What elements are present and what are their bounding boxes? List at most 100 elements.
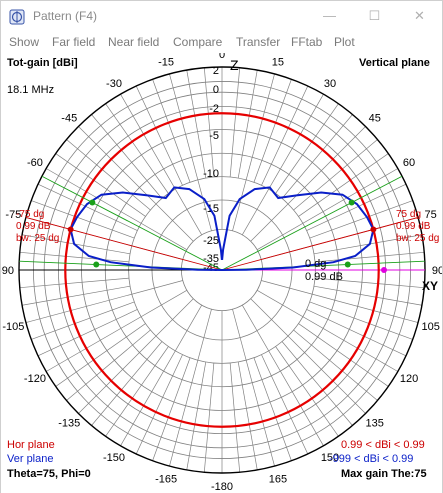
menu-compare[interactable]: Compare: [173, 35, 223, 49]
grid-spoke: [135, 354, 183, 455]
hor-range: 0.99 < dBi < 0.99: [341, 439, 425, 451]
frequency-label: 18.1 MHz: [7, 84, 55, 96]
angle-label: 15: [272, 56, 284, 68]
grid-spoke: [241, 94, 324, 236]
angle-label: -120: [24, 373, 46, 385]
angle-label: -75: [5, 209, 21, 221]
angle-label: -105: [2, 321, 24, 333]
center-marker-angle: 0 dg: [305, 258, 326, 270]
left-marker-angle: -75 dg: [16, 209, 44, 220]
menu-fftab[interactable]: FFtab: [291, 35, 323, 49]
ver-range: -999 < dBi < 0.99: [329, 453, 414, 465]
angle-label: 30: [324, 78, 336, 90]
menu-transfer[interactable]: Transfer: [236, 35, 281, 49]
angle-label: -135: [58, 418, 80, 430]
grid-spoke: [37, 183, 138, 231]
right-marker-angle: 75 dg: [396, 209, 421, 220]
grid-spoke: [66, 139, 151, 211]
grid-spoke: [241, 304, 324, 446]
angle-label: 0: [219, 53, 225, 61]
angle-label: 105: [421, 321, 439, 333]
close-button[interactable]: ✕: [414, 8, 425, 23]
marker-dot: [89, 199, 96, 206]
angle-label: 150: [321, 452, 339, 464]
maximize-button[interactable]: ☐: [368, 8, 381, 23]
ver-plane-legend: Ver plane: [7, 453, 54, 465]
grid-spoke: [281, 341, 353, 426]
grid-spoke: [256, 168, 398, 251]
grid-spoke: [186, 361, 207, 470]
ring-label: -10: [203, 168, 219, 180]
grid-spoke: [55, 153, 146, 217]
marker-dot: [370, 226, 377, 233]
grid-spoke: [19, 251, 130, 263]
marker-line: [25, 217, 223, 271]
grid-spoke: [314, 277, 425, 289]
polar-plot[interactable]: 20-2-5-10-15-25-35-45ZXY-15-30-45-60-75-…: [1, 53, 442, 493]
grid-spoke: [31, 200, 135, 239]
grid-spoke: [46, 168, 188, 251]
grid-spoke: [91, 114, 163, 199]
grid-spoke: [203, 67, 215, 178]
grid-spoke: [120, 94, 203, 236]
menu-near-field[interactable]: Near field: [108, 35, 160, 49]
menu-bar: Show Far field Near field Compare Transf…: [1, 32, 442, 53]
ring-label: 2: [213, 65, 219, 77]
grid-spoke: [169, 73, 212, 231]
grid-spoke: [250, 126, 366, 242]
grid-spoke: [78, 126, 194, 242]
hor-plane-trace: [64, 112, 380, 428]
plane-label: Vertical plane: [359, 57, 430, 69]
menu-plot[interactable]: Plot: [334, 35, 355, 49]
minimize-button[interactable]: —: [323, 8, 336, 23]
angle-label: -15: [158, 56, 174, 68]
ring-label: -2: [209, 103, 219, 115]
grid-spoke: [237, 361, 258, 470]
grid-spoke: [306, 183, 407, 231]
angle-label: 75: [425, 209, 437, 221]
grid-spoke: [120, 304, 203, 446]
grid-spoke: [169, 309, 212, 467]
z-axis-label: Z: [230, 57, 239, 73]
ring-label: -25: [203, 235, 219, 247]
beamwidth-line: [221, 175, 403, 271]
angle-label: -165: [155, 474, 177, 486]
menu-far-field[interactable]: Far field: [52, 35, 96, 49]
grid-spoke: [293, 139, 378, 211]
grid-spoke: [186, 70, 207, 179]
grid-spoke: [256, 289, 398, 372]
grid-spoke: [37, 309, 138, 357]
grid-spoke: [281, 114, 353, 199]
grid-spoke: [275, 346, 339, 437]
gain-label: Tot-gain [dBi]: [7, 57, 78, 69]
grid-spoke: [19, 277, 130, 289]
right-marker-beamwidth: bw: 25 dg: [396, 233, 439, 244]
grid-spoke: [46, 289, 188, 372]
grid-spoke: [298, 153, 389, 217]
ring-label: 0: [213, 84, 219, 96]
app-icon: [9, 9, 25, 25]
grid-spoke: [229, 362, 241, 473]
grid-spoke: [232, 73, 275, 231]
marker-dot: [93, 261, 100, 268]
magenta-marker: [381, 267, 387, 273]
grid-spoke: [25, 280, 183, 323]
menu-show[interactable]: Show: [9, 35, 40, 49]
grid-spoke: [313, 285, 422, 306]
pattern-plot-area[interactable]: 20-2-5-10-15-25-35-45ZXY-15-30-45-60-75-…: [1, 53, 442, 493]
grid-spoke: [309, 200, 413, 239]
window-title: Pattern (F4): [33, 9, 98, 23]
grid-spoke: [261, 354, 309, 455]
grid-spoke: [78, 298, 194, 414]
grid-spoke: [237, 70, 258, 179]
grid-spoke: [135, 85, 183, 186]
grid-spoke: [31, 301, 135, 340]
grid-spoke: [152, 357, 191, 461]
grid-spoke: [229, 67, 241, 178]
theta-phi-label: Theta=75, Phi=0: [7, 468, 91, 480]
angle-label: 90: [432, 265, 442, 277]
ver-plane-trace: [221, 186, 375, 271]
grid-spoke: [105, 346, 169, 437]
grid-spoke: [203, 362, 215, 473]
